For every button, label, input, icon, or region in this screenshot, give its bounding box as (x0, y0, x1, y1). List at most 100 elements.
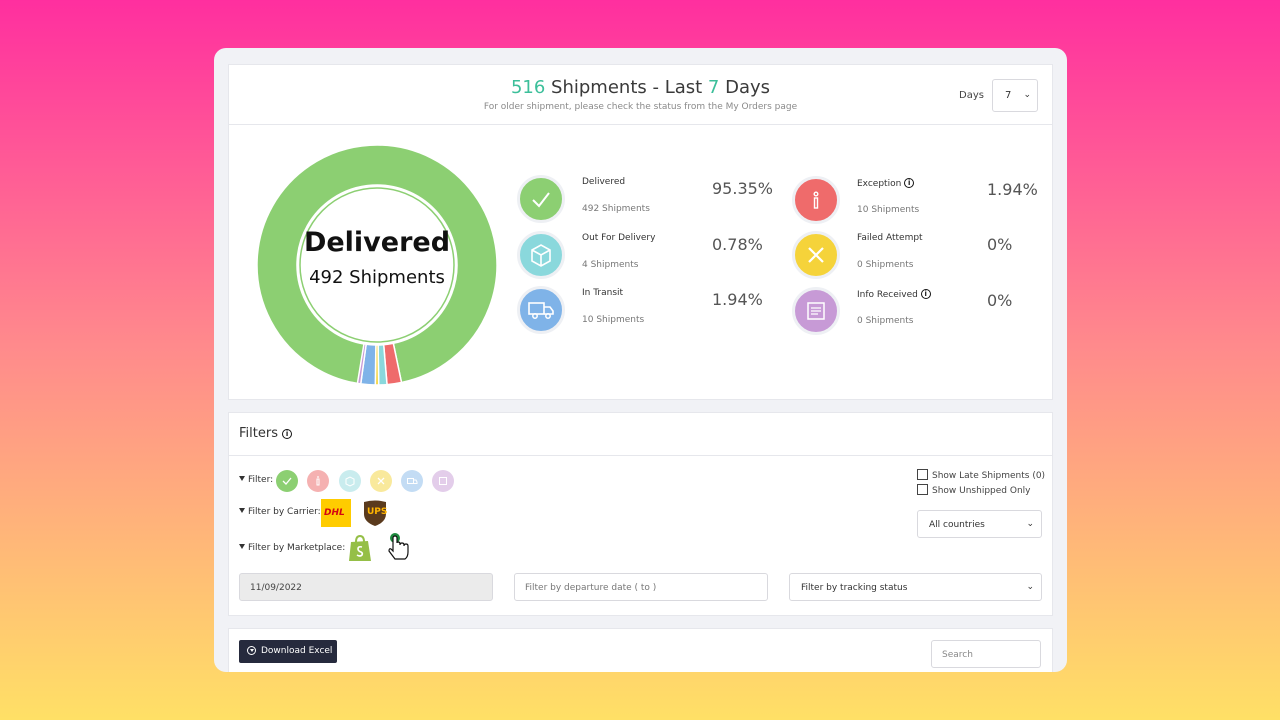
truck-icon (517, 286, 565, 334)
donut-inner-ring (299, 187, 455, 343)
tracking-status-select[interactable]: Filter by tracking status ⌄ (789, 573, 1042, 601)
download-icon (247, 646, 256, 655)
chevron-down-icon: ⌄ (1023, 90, 1031, 100)
tracking-status-select-value: Filter by tracking status (801, 583, 908, 593)
filter-failed-attempt-button[interactable] (370, 470, 392, 492)
stat-name: In Transit (582, 288, 624, 298)
funnel-icon (239, 508, 245, 513)
summary-header: 516 Shipments - Last 7 Days For older sh… (229, 65, 1052, 125)
donut-sub: 492 Shipments (309, 267, 445, 288)
stat-failed-attempt: Failed Attempt 0 Shipments 0% (792, 231, 1062, 281)
title-days: 7 (707, 77, 720, 98)
table-toolbar-card: Download Excel Search (228, 628, 1053, 672)
ups-logo: UPS (367, 507, 388, 517)
days-select-value: 7 (1005, 90, 1012, 101)
stat-count: 0 Shipments (857, 260, 914, 270)
filter-info-received-button[interactable] (432, 470, 454, 492)
carrier-filter-label-text: Filter by Carrier: (248, 507, 321, 517)
download-excel-label: Download Excel (261, 646, 333, 656)
document-icon (792, 287, 840, 335)
stat-name: Exception i (857, 178, 915, 189)
country-select-value: All countries (929, 520, 985, 530)
marketplace-filter-label-text: Filter by Marketplace: (248, 543, 346, 553)
departure-date-to-input[interactable]: Filter by departure date ( to ) (514, 573, 768, 601)
days-label: Days (959, 90, 984, 101)
status-filter-label: Filter: (239, 475, 273, 485)
filter-out-for-delivery-button[interactable] (339, 470, 361, 492)
stat-count: 0 Shipments (857, 316, 914, 326)
filter-in-transit-button[interactable] (401, 470, 423, 492)
stat-count: 492 Shipments (582, 204, 650, 214)
stat-count: 10 Shipments (857, 205, 920, 215)
check-icon (517, 175, 565, 223)
filter-exception-button[interactable] (307, 470, 329, 492)
unshipped-checkbox[interactable] (917, 484, 928, 495)
stat-count: 10 Shipments (582, 315, 645, 325)
stat-in-transit: In Transit 10 Shipments 1.94% (517, 286, 787, 336)
carrier-dhl-button[interactable]: DHL (321, 499, 351, 527)
info-circle-icon[interactable]: i (282, 429, 293, 439)
page-subtitle: For older shipment, please check the sta… (483, 102, 798, 112)
unshipped-checkbox-row[interactable]: Show Unshipped Only (917, 484, 1030, 496)
shipment-count: 516 (510, 77, 546, 98)
info-circle-icon[interactable]: i (920, 289, 931, 299)
stat-percent: 0% (987, 235, 1013, 254)
marketplace-filter-label: Filter by Marketplace: (239, 543, 345, 553)
summary-card: 516 Shipments - Last 7 Days For older sh… (228, 64, 1053, 400)
stat-name: Failed Attempt (857, 233, 923, 243)
stat-name: Delivered (582, 177, 626, 187)
marketplace-shopify-button[interactable] (346, 533, 374, 563)
status-donut-chart (256, 144, 498, 386)
unshipped-label: Show Unshipped Only (932, 486, 1031, 496)
box-icon (517, 231, 565, 279)
filters-card: Filters i Filter: Filter by Carrier: DHL… (228, 412, 1053, 616)
donut-slice-delivered (256, 144, 498, 386)
country-select[interactable]: All countries ⌄ (917, 510, 1042, 538)
stat-name: Info Received i (857, 289, 931, 300)
stat-count: 4 Shipments (582, 260, 639, 270)
stat-percent: 1.94% (987, 180, 1038, 199)
chevron-down-icon: ⌄ (1026, 582, 1034, 592)
chevron-down-icon: ⌄ (1026, 519, 1034, 529)
shopify-bag-icon (349, 534, 371, 561)
late-shipments-checkbox[interactable] (917, 469, 928, 480)
donut-slice-info-received (356, 343, 367, 385)
cursor-hand-icon (387, 531, 413, 563)
stat-name: Out For Delivery (582, 233, 656, 243)
stat-percent: 1.94% (712, 290, 763, 309)
late-shipments-checkbox-row[interactable]: Show Late Shipments (0) (917, 469, 1045, 481)
x-icon (792, 231, 840, 279)
stat-out-for-delivery: Out For Delivery 4 Shipments 0.78% (517, 231, 787, 281)
donut-center: Delivered 492 Shipments (255, 143, 499, 387)
stat-exception: Exception i 10 Shipments 1.94% (792, 176, 1062, 226)
carrier-filter-label: Filter by Carrier: (239, 507, 321, 517)
info-circle-icon[interactable]: i (904, 178, 915, 188)
funnel-icon (239, 476, 245, 481)
carrier-ups-button[interactable]: UPS (360, 499, 390, 527)
dhl-logo: DHL (324, 508, 345, 518)
filter-delivered-button[interactable] (276, 470, 298, 492)
info-icon (792, 176, 840, 224)
stat-name-text: Exception (857, 179, 902, 189)
stat-percent: 0.78% (712, 235, 763, 254)
stat-name-text: Info Received (857, 290, 918, 300)
days-select[interactable]: 7 ⌄ (992, 79, 1038, 112)
download-excel-button[interactable]: Download Excel (239, 640, 337, 663)
donut-label: Delivered (303, 227, 451, 258)
filters-header: Filters i (229, 413, 1052, 456)
stat-delivered: Delivered 492 Shipments 95.35% (517, 175, 787, 225)
filters-title-text: Filters (239, 426, 278, 441)
stat-percent: 95.35% (712, 179, 774, 198)
app-window: 516 Shipments - Last 7 Days For older sh… (214, 48, 1067, 672)
departure-date-from-input[interactable]: 11/09/2022 (239, 573, 493, 601)
stat-info-received: Info Received i 0 Shipments 0% (792, 287, 1062, 337)
search-input[interactable]: Search (931, 640, 1041, 668)
funnel-icon (239, 544, 245, 549)
stat-percent: 0% (987, 291, 1013, 310)
filters-title: Filters i (239, 426, 293, 441)
title-end: Days (719, 77, 771, 98)
late-shipments-label: Show Late Shipments (0) (932, 471, 1046, 481)
ups-shield-icon (364, 500, 386, 526)
page-title: 516 Shipments - Last 7 Days (229, 77, 1052, 98)
title-mid: Shipments - Last (545, 77, 708, 98)
